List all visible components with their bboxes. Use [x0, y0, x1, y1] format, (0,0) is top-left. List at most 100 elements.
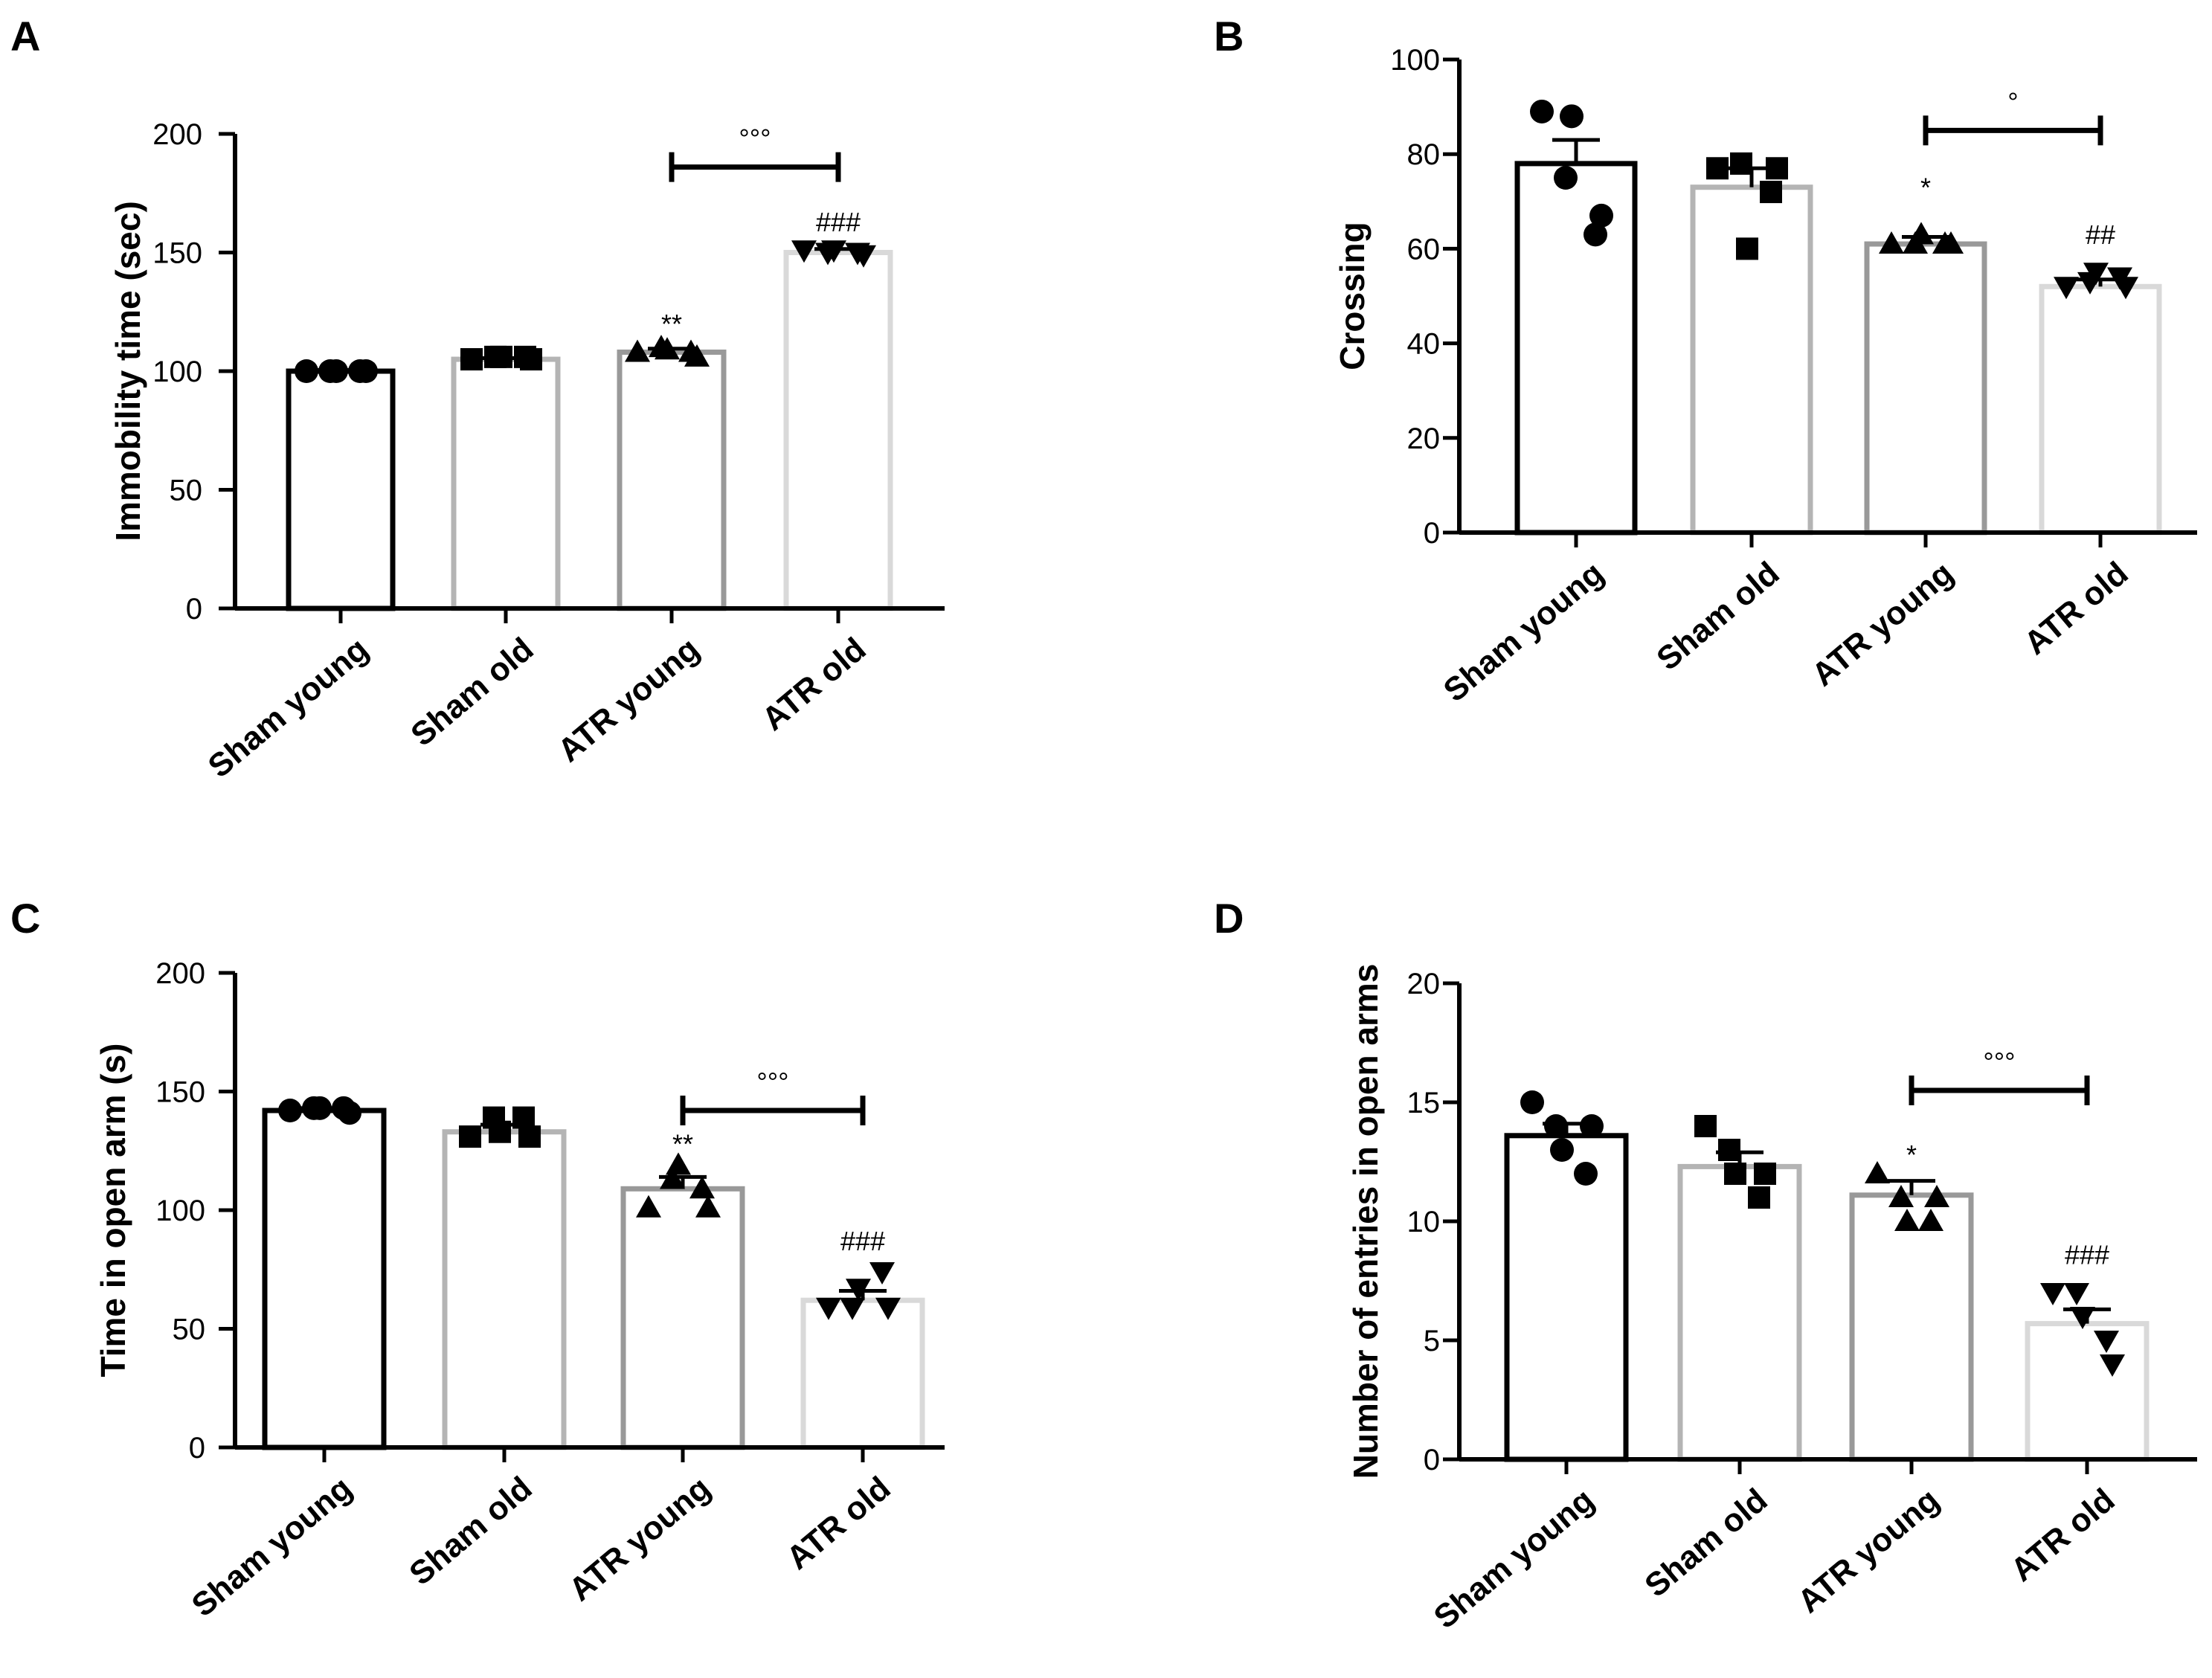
data-point [1760, 181, 1782, 204]
data-point [1554, 166, 1578, 190]
y-tick-label: 100 [1390, 44, 1440, 77]
bracket-label: °°° [739, 123, 771, 154]
data-point [840, 1297, 865, 1320]
data-point [821, 240, 846, 263]
y-tick-label: 40 [1407, 328, 1441, 361]
data-point [1580, 1114, 1604, 1138]
y-tick-label: 100 [152, 356, 202, 388]
data-point [1574, 1162, 1598, 1186]
y-tick-label: 50 [173, 1314, 206, 1346]
data-point [512, 1106, 535, 1129]
significance-label: ** [672, 1128, 693, 1159]
x-tick-label: ATR old [755, 631, 872, 738]
data-point [636, 1195, 661, 1218]
x-tick-label: ATR old [2004, 1482, 2121, 1589]
y-tick-label: 0 [189, 1432, 205, 1465]
data-point [1894, 1209, 1920, 1231]
data-point [816, 1297, 841, 1320]
panel-letter: B [1214, 13, 1244, 60]
data-point [1694, 1115, 1717, 1137]
y-tick-label: 0 [1424, 517, 1440, 550]
data-point [684, 344, 710, 367]
data-point [846, 1279, 871, 1302]
data-point [1865, 1161, 1890, 1183]
y-tick-label: 20 [1407, 968, 1441, 1000]
y-tick-label: 100 [155, 1195, 205, 1227]
x-tick-label: Sham young [202, 631, 376, 785]
data-point [1584, 222, 1607, 247]
bar-sham-young [262, 1108, 387, 1450]
x-tick-label: ATR young [562, 1470, 718, 1608]
bar-atr-young [1864, 241, 1987, 536]
data-point [1918, 1209, 1943, 1231]
y-axis-title: Time in open arm (s) [94, 1043, 132, 1377]
panel-c: C Sham young Sham old ATR young ATR old 0 50 10… [10, 895, 945, 1624]
panel-d: D Sham young Sham old ATR young ATR old 0 5 10 1… [1214, 895, 2197, 1636]
y-tick-label: 200 [155, 957, 205, 990]
bracket-label: °°° [756, 1067, 788, 1097]
x-tick-label: Sham old [1638, 1482, 1774, 1604]
significance-label: ### [816, 207, 861, 237]
panel-letter: C [10, 895, 40, 942]
data-point [695, 1195, 721, 1218]
data-point [1544, 1114, 1568, 1138]
significance-label: ### [2065, 1240, 2109, 1270]
x-tick-label: Sham young [1437, 555, 1611, 709]
bar-atr-old [2025, 1321, 2150, 1462]
data-point [1718, 1139, 1740, 1161]
data-point [338, 1101, 361, 1125]
y-tick-label: 10 [1407, 1206, 1441, 1238]
significance-label: ** [661, 309, 682, 339]
data-point [1736, 237, 1758, 260]
y-tick-label: 60 [1407, 233, 1441, 266]
y-tick-label: 200 [152, 118, 202, 151]
y-tick-label: 5 [1424, 1325, 1440, 1357]
data-point [1560, 104, 1584, 129]
y-tick-label: 150 [155, 1076, 205, 1109]
y-tick-label: 15 [1407, 1087, 1441, 1119]
panel-b: B Sham young Sham old ATR young ATR old 0 20 40… [1214, 13, 2197, 709]
bar-atr-old [800, 1297, 925, 1450]
bar-sham-young [1504, 1133, 1629, 1462]
y-tick-label: 20 [1407, 422, 1441, 455]
bar-atr-old [783, 250, 893, 611]
bar-sham-old [451, 356, 561, 611]
data-point [520, 348, 542, 371]
bar-atr-young [617, 349, 727, 611]
data-point [1706, 157, 1729, 180]
significance-label: ### [840, 1226, 885, 1256]
panel-letter: A [10, 13, 40, 60]
bar-sham-old [442, 1129, 567, 1450]
data-point [1909, 222, 1934, 245]
data-point [2094, 1331, 2119, 1353]
bracket-label: °°° [1983, 1047, 2015, 1077]
bracket-label: ° [2007, 86, 2018, 117]
y-tick-label: 0 [1424, 1444, 1440, 1476]
y-tick-label: 0 [186, 593, 202, 626]
significance-label: * [1906, 1139, 1917, 1170]
data-point [1766, 157, 1788, 180]
x-tick-label: Sham old [1650, 555, 1786, 678]
y-tick-label: 50 [170, 475, 203, 507]
data-point [2113, 277, 2138, 300]
data-point [324, 359, 348, 383]
data-point [278, 1099, 302, 1123]
x-tick-label: ATR young [1791, 1482, 1946, 1620]
panel-letter: D [1214, 895, 1244, 942]
data-point [490, 345, 512, 368]
data-point [460, 348, 483, 371]
data-point [2070, 1307, 2095, 1329]
data-point [1879, 231, 1904, 254]
data-point [1748, 1186, 1770, 1209]
x-tick-label: ATR young [551, 631, 707, 769]
data-point [1724, 1163, 1746, 1185]
data-point [308, 1096, 332, 1120]
data-point [1550, 1138, 1574, 1162]
data-point [1530, 99, 1554, 123]
data-point [791, 240, 817, 263]
data-point [869, 1261, 895, 1285]
data-point [2040, 1283, 2065, 1305]
bar-atr-young [620, 1186, 745, 1450]
significance-label: ## [2086, 219, 2115, 250]
